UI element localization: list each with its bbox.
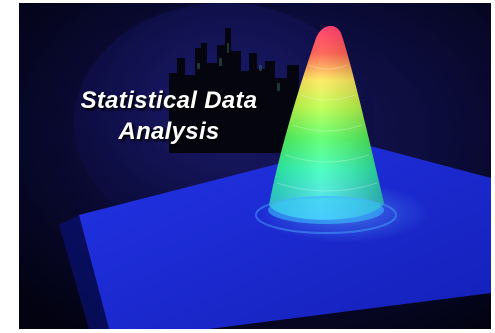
cone-contours xyxy=(276,64,378,192)
cone-shading xyxy=(269,25,384,220)
title-line-2: Analysis xyxy=(118,118,220,145)
image-title: Statistical Data Analysis xyxy=(19,85,319,147)
skyline-silhouette xyxy=(169,28,299,153)
cone-base-ring xyxy=(255,196,397,234)
cone-base-rim xyxy=(268,196,384,224)
title-line-1: Statistical Data xyxy=(80,87,258,114)
statistical-illustration: Statistical Data Analysis xyxy=(19,3,491,329)
plane-edge-shadow xyxy=(59,215,109,329)
illustration-graphic xyxy=(19,3,491,329)
